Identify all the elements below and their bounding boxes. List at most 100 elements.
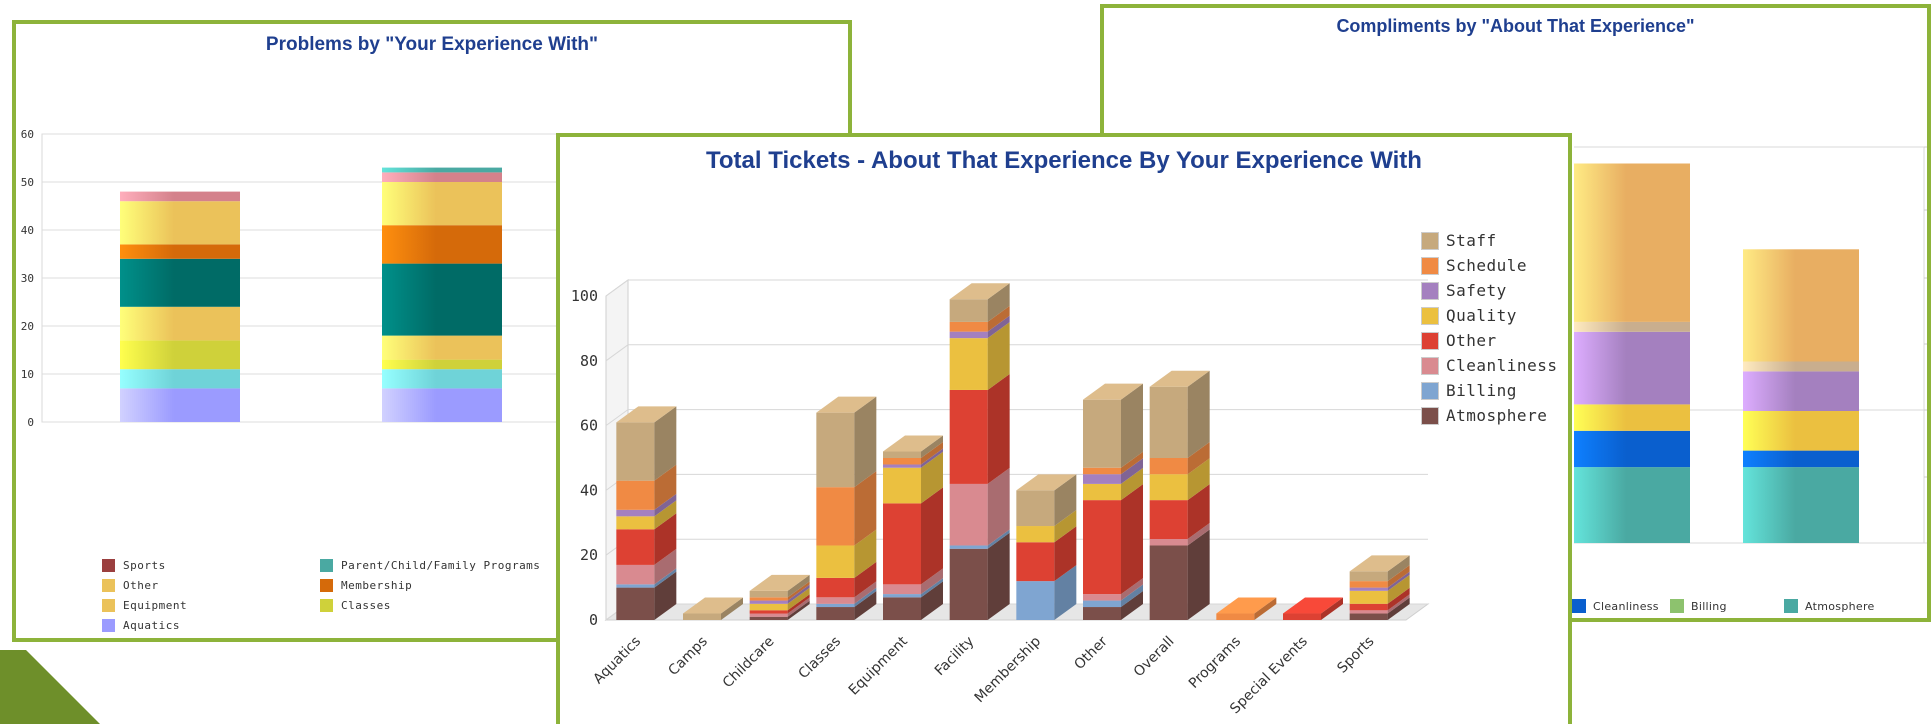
legend-label: Billing bbox=[1446, 381, 1517, 400]
bar-segment bbox=[883, 594, 921, 598]
bar-segment-side bbox=[1121, 484, 1143, 595]
bar-segment-side bbox=[921, 568, 943, 595]
legend-item: Parent/Child/Family Programs bbox=[320, 559, 540, 572]
bar-segment bbox=[120, 244, 240, 259]
legend-item: Billing bbox=[1421, 381, 1517, 400]
x-tick-label: Camps bbox=[665, 634, 710, 679]
bar-segment bbox=[1016, 526, 1055, 543]
x-tick-label: Classes bbox=[796, 634, 845, 683]
bar-segment-side bbox=[1387, 571, 1410, 591]
bar-segment bbox=[382, 172, 502, 182]
bar-top bbox=[616, 406, 677, 423]
legend-swatch bbox=[1421, 306, 1439, 325]
bar-segment bbox=[1149, 458, 1188, 475]
bar-top bbox=[683, 597, 743, 614]
bar-segment bbox=[949, 389, 988, 484]
legend-label: Quality bbox=[1446, 306, 1517, 325]
bar-segment-side bbox=[921, 435, 943, 458]
bar-segment bbox=[616, 587, 655, 620]
bar-segment bbox=[1149, 500, 1188, 539]
bar-segment-side bbox=[654, 406, 677, 481]
gridline bbox=[605, 409, 1428, 427]
bar-segment-side bbox=[1054, 474, 1077, 527]
bar-top bbox=[949, 283, 1010, 300]
bar-segment bbox=[1149, 539, 1188, 546]
y-tick-label: 60 bbox=[21, 128, 34, 141]
bar-segment-side bbox=[1121, 451, 1143, 475]
bar-segment bbox=[1016, 581, 1055, 620]
bar-segment bbox=[382, 388, 502, 422]
bar-segment bbox=[1083, 594, 1121, 601]
x-tick-label: Programs bbox=[1186, 634, 1244, 692]
bar-segment bbox=[883, 458, 921, 465]
bar-segment bbox=[120, 201, 240, 245]
bar-segment bbox=[883, 503, 921, 585]
legend-swatch bbox=[102, 559, 115, 572]
bar-segment bbox=[616, 480, 655, 510]
bar-segment bbox=[120, 369, 240, 389]
bar-segment-side bbox=[854, 591, 877, 620]
bar-segment bbox=[382, 335, 502, 360]
legend-item: Other bbox=[102, 579, 159, 592]
legend-swatch bbox=[320, 599, 333, 612]
legend-label: Sports bbox=[123, 559, 166, 572]
chart-title: Problems by "Your Experience With" bbox=[265, 34, 599, 55]
y-tick-label: 100 bbox=[571, 287, 598, 305]
bar-segment-side bbox=[987, 467, 1010, 546]
gridline bbox=[605, 473, 1428, 491]
bar-segment-side bbox=[654, 493, 677, 517]
bar-top bbox=[1283, 597, 1343, 614]
bar-segment bbox=[1083, 600, 1121, 608]
bar-segment-side bbox=[1054, 510, 1077, 543]
bar-segment bbox=[120, 258, 240, 307]
bar-segment bbox=[883, 451, 921, 458]
bar-segment bbox=[382, 369, 502, 389]
bar-segment bbox=[120, 306, 240, 341]
bar-segment bbox=[1283, 613, 1321, 620]
gridline bbox=[605, 344, 1428, 362]
legend-label: Cleanliness bbox=[1446, 356, 1558, 375]
bar-segment-side bbox=[921, 578, 943, 598]
bar-segment bbox=[949, 545, 988, 549]
bar-segment bbox=[382, 182, 502, 226]
compliments-chart bbox=[1574, 146, 1927, 544]
bar-segment bbox=[616, 509, 655, 517]
bar-segment bbox=[816, 607, 855, 620]
x-tick-label: Aquatics bbox=[590, 634, 644, 688]
x-tick-label: Facility bbox=[932, 634, 978, 680]
bar-segment bbox=[1016, 542, 1055, 582]
y-tick-label: 20 bbox=[21, 320, 34, 333]
bar-segment-side bbox=[854, 581, 877, 604]
bar-segment bbox=[1083, 467, 1121, 475]
bar-top bbox=[1216, 597, 1277, 614]
bar-segment-side bbox=[787, 587, 810, 611]
legend-swatch bbox=[1784, 599, 1798, 613]
x-tick-label: Other bbox=[1071, 633, 1111, 673]
bar-segment-side bbox=[987, 322, 1010, 390]
legend-label: Membership bbox=[341, 579, 413, 592]
bar-segment bbox=[749, 616, 788, 620]
legend-label: Staff bbox=[1446, 231, 1497, 250]
bar-segment bbox=[616, 529, 655, 565]
bar-segment-side bbox=[787, 581, 810, 601]
bar-segment bbox=[816, 545, 855, 578]
legend-swatch bbox=[1421, 331, 1439, 350]
bar-segment-side bbox=[1187, 484, 1210, 539]
bar-segment-side bbox=[921, 442, 943, 465]
y-tick-label: 60 bbox=[580, 417, 598, 435]
legend-item: Safety bbox=[1421, 281, 1507, 300]
legend-swatch bbox=[1572, 599, 1586, 613]
legend-item: Atmosphere bbox=[1421, 406, 1547, 425]
bar-segment-side bbox=[1187, 458, 1210, 501]
bar-segment bbox=[1743, 249, 1859, 362]
bar-top bbox=[749, 574, 810, 591]
bar-segment-side bbox=[1121, 458, 1143, 484]
bar-segment-side bbox=[854, 396, 877, 488]
legend-swatch bbox=[1670, 599, 1684, 613]
legend-swatch bbox=[102, 599, 115, 612]
bar-segment-side bbox=[1387, 597, 1410, 620]
legend-swatch bbox=[1421, 381, 1439, 400]
bar-segment bbox=[1574, 331, 1690, 405]
bar-segment bbox=[816, 412, 855, 488]
bar-segment bbox=[949, 548, 988, 620]
